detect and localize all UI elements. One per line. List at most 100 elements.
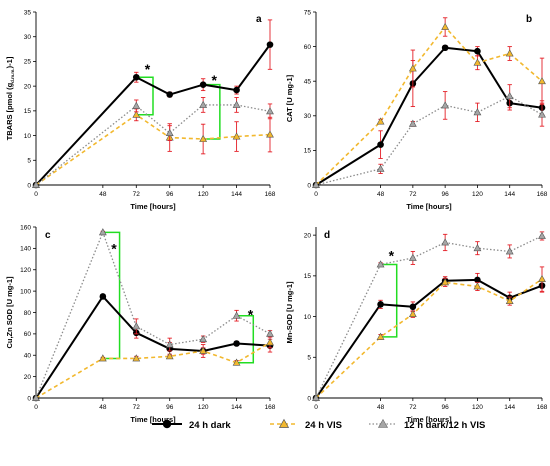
data-point-mixed bbox=[473, 243, 482, 252]
data-point-dark bbox=[266, 41, 274, 48]
significance-bracket bbox=[236, 314, 255, 364]
y-axis-title: CAT [U mg-1] bbox=[285, 74, 294, 122]
legend: 24 h dark 24 h VIS 12 h dark/12 h VIS bbox=[152, 418, 485, 431]
x-tick-label: 48 bbox=[377, 191, 385, 198]
data-point-mixed bbox=[132, 322, 141, 330]
y-tick-label: 10 bbox=[304, 314, 312, 321]
x-tick-label: 144 bbox=[504, 404, 515, 411]
series-line-dark bbox=[35, 295, 271, 399]
data-point-mixed bbox=[232, 311, 241, 319]
y-axis-title: TBARS [pmol (gd.m.m.)-1] bbox=[5, 56, 15, 140]
y-tick-label: 30 bbox=[24, 34, 32, 41]
data-point-mixed bbox=[266, 329, 274, 337]
series-line-mixed bbox=[315, 95, 543, 186]
x-tick-label: 72 bbox=[133, 191, 141, 198]
x-tick-label: 72 bbox=[409, 191, 417, 198]
significance-asterisk: * bbox=[145, 61, 151, 77]
data-point-mixed bbox=[165, 128, 174, 136]
y-axis-title-part: )-1] bbox=[5, 56, 14, 68]
y-tick-label: 20 bbox=[24, 374, 32, 381]
data-point-vis bbox=[98, 354, 107, 362]
legend-item-mixed: 12 h dark/12 h VIS bbox=[369, 418, 485, 431]
panel-label: a bbox=[256, 14, 262, 25]
y-tick-label: 60 bbox=[24, 331, 32, 338]
y-tick-label: 30 bbox=[304, 113, 312, 120]
y-tick-label: 15 bbox=[24, 108, 32, 115]
chart-panel-a: 0 5 10 15 20 25 30 35 0 48 72 96 120 144 168 Time [hour… bbox=[5, 9, 276, 211]
y-tick-label: 0 bbox=[307, 395, 311, 402]
data-point-mixed bbox=[538, 110, 546, 118]
data-point-dark bbox=[474, 47, 481, 55]
data-point-mixed bbox=[312, 393, 320, 401]
data-point-vis bbox=[199, 134, 208, 142]
y-tick-label: 0 bbox=[27, 182, 31, 189]
y-tick-label: 35 bbox=[24, 9, 32, 16]
data-point-vis bbox=[538, 76, 546, 85]
x-tick-label: 144 bbox=[504, 191, 515, 198]
x-tick-label: 120 bbox=[198, 191, 209, 198]
series-line-vis bbox=[35, 114, 271, 186]
y-tick-label: 0 bbox=[27, 395, 31, 402]
data-point-dark bbox=[233, 340, 240, 347]
series-line-vis bbox=[35, 341, 271, 399]
x-tick-label: 144 bbox=[231, 404, 242, 411]
chart-panel-b: 0 15 30 45 60 75 0 48 72 96 120 144 168 Time [hours] C… bbox=[285, 9, 548, 211]
y-tick-label: 20 bbox=[24, 83, 32, 90]
series-line-vis bbox=[315, 26, 543, 186]
data-point-mixed bbox=[98, 228, 107, 236]
data-point-mixed bbox=[32, 180, 40, 188]
data-point-mixed bbox=[538, 231, 546, 239]
data-point-vis bbox=[505, 49, 514, 57]
x-tick-label: 168 bbox=[537, 191, 548, 198]
data-point-dark bbox=[441, 44, 449, 52]
data-point-mixed bbox=[376, 164, 385, 172]
data-point-mixed bbox=[473, 108, 482, 116]
y-tick-label: 25 bbox=[24, 59, 32, 66]
y-tick-label: 15 bbox=[304, 148, 312, 155]
data-point-mixed bbox=[312, 180, 320, 188]
data-point-mixed bbox=[408, 253, 417, 261]
data-point-mixed bbox=[441, 101, 450, 109]
data-point-mixed bbox=[165, 340, 174, 348]
panels-group: 0 5 10 15 20 25 30 35 0 48 72 96 120 144 168 Time [hour… bbox=[5, 9, 548, 424]
data-point-vis bbox=[199, 346, 208, 354]
significance-bracket bbox=[136, 76, 154, 116]
x-axis-title: Time [hours] bbox=[406, 415, 452, 424]
data-point-mixed bbox=[266, 107, 274, 115]
x-axis-title: Time [hours] bbox=[406, 202, 452, 211]
data-point-mixed bbox=[32, 393, 40, 401]
y-tick-label: 160 bbox=[20, 224, 31, 231]
y-tick-label: 80 bbox=[24, 310, 32, 317]
data-point-dark bbox=[199, 81, 207, 88]
data-point-vis bbox=[441, 278, 450, 286]
data-point-vis bbox=[538, 274, 546, 283]
x-tick-label: 96 bbox=[166, 191, 174, 198]
x-tick-label: 0 bbox=[314, 191, 318, 198]
panel-label: d bbox=[324, 230, 330, 241]
x-tick-label: 120 bbox=[472, 191, 483, 198]
x-tick-label: 48 bbox=[377, 404, 385, 411]
data-point-mixed bbox=[505, 247, 514, 255]
y-tick-label: 10 bbox=[24, 133, 32, 140]
data-point-vis bbox=[266, 130, 274, 138]
data-point-vis bbox=[266, 338, 274, 346]
y-tick-label: 5 bbox=[27, 158, 31, 165]
significance-asterisk: * bbox=[212, 72, 218, 88]
y-tick-label: 15 bbox=[304, 273, 312, 280]
y-tick-label: 75 bbox=[304, 9, 312, 16]
significance-asterisk: * bbox=[389, 248, 395, 264]
x-tick-label: 72 bbox=[409, 404, 417, 411]
x-tick-label: 120 bbox=[472, 404, 483, 411]
legend-item-vis: 24 h VIS bbox=[270, 418, 342, 431]
data-point-mixed bbox=[505, 91, 514, 100]
y-axis-title-part: TBARS [pmol (g bbox=[5, 82, 14, 140]
data-point-vis bbox=[505, 296, 514, 305]
y-tick-label: 45 bbox=[304, 79, 312, 86]
data-point-dark bbox=[409, 303, 417, 311]
y-tick-label: 5 bbox=[307, 355, 311, 362]
y-tick-label: 0 bbox=[307, 182, 311, 189]
data-point-dark bbox=[166, 91, 174, 98]
data-point-mixed bbox=[132, 101, 141, 109]
data-point-vis bbox=[165, 352, 174, 360]
